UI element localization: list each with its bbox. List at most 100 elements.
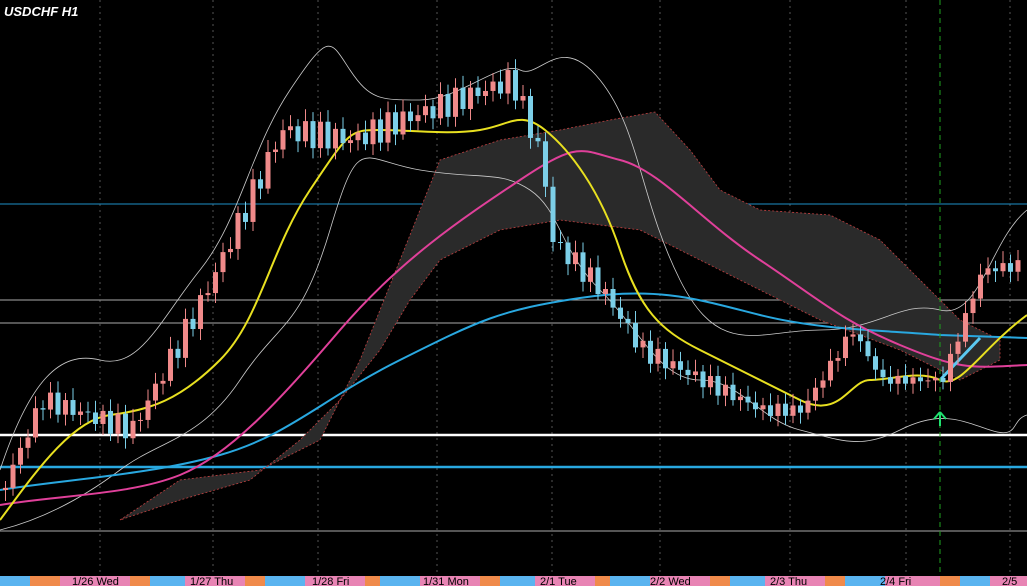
candle-body: [925, 380, 931, 382]
candle-body: [933, 377, 938, 381]
time-label: 2/3 Thu: [770, 576, 807, 586]
candle-body: [618, 307, 623, 319]
candle-body: [813, 387, 818, 401]
candle-body: [393, 112, 398, 135]
candle-body: [310, 121, 316, 149]
candle-body: [978, 274, 983, 299]
candle-body: [565, 242, 571, 265]
candle-body: [423, 106, 428, 116]
candle-body: [528, 96, 533, 138]
candle-body: [513, 70, 518, 101]
time-label: 2/4 Fri: [880, 576, 911, 586]
candle-body: [40, 408, 46, 410]
candle-body: [168, 348, 173, 381]
candle-body: [783, 403, 788, 416]
candle-body: [483, 90, 488, 96]
candle-body: [400, 111, 406, 135]
candle-body: [903, 375, 908, 384]
candle-body: [700, 371, 706, 388]
candle-body: [745, 396, 751, 403]
candle-body: [33, 408, 38, 438]
candle-body: [153, 383, 158, 401]
candle-body: [340, 128, 346, 144]
candle-body: [588, 267, 593, 282]
candle-body: [640, 340, 646, 348]
candle-body: [130, 420, 136, 439]
candle-body: [123, 413, 128, 439]
candle-body: [228, 248, 233, 253]
candle-body: [160, 380, 166, 384]
candle-body: [453, 87, 458, 117]
candle-body: [798, 405, 803, 413]
candle-body: [858, 334, 863, 342]
candle-body: [843, 336, 848, 359]
candle-body: [303, 121, 308, 142]
time-label: 1/26 Wed: [72, 576, 119, 586]
candle-body: [865, 341, 871, 357]
ichimoku-cloud: [119, 111, 1001, 521]
candle-body: [235, 212, 241, 249]
candle-body: [10, 464, 16, 488]
ma-mid-pink: [0, 150, 1027, 506]
candle-body: [348, 140, 353, 144]
candle-body: [1000, 263, 1006, 272]
candle-body: [1008, 263, 1013, 272]
candle-body: [948, 353, 953, 382]
candle-body: [115, 413, 121, 434]
candle-body: [468, 87, 473, 109]
candle-body: [63, 400, 68, 415]
candle-body: [415, 115, 421, 122]
candle-body: [280, 130, 286, 150]
candle-body: [363, 132, 368, 145]
candle-body: [385, 112, 391, 143]
candle-body: [775, 403, 781, 416]
candle-body: [370, 119, 376, 145]
candle-body: [175, 348, 181, 358]
candle-body: [3, 487, 8, 490]
candle-body: [888, 377, 893, 384]
candle-body: [850, 334, 856, 337]
candle-body: [505, 70, 511, 94]
candle-body: [663, 348, 668, 369]
candles: [3, 59, 1021, 501]
candle-body: [693, 371, 698, 376]
time-label: 2/1 Tue: [540, 576, 577, 586]
candle-body: [543, 141, 548, 187]
time-strip: [0, 576, 1027, 586]
candle-body: [835, 358, 841, 361]
candle-body: [580, 252, 586, 282]
candle-body: [880, 369, 886, 378]
candle-body: [258, 179, 263, 189]
candle-body: [895, 375, 901, 384]
candle-body: [250, 179, 256, 222]
candle-body: [550, 186, 556, 243]
candle-body: [265, 152, 271, 189]
candle-body: [760, 405, 766, 410]
candle-body: [820, 380, 826, 388]
candle-body: [355, 132, 361, 141]
candle-body: [100, 410, 106, 424]
candle-body: [145, 400, 151, 420]
candle-body: [93, 412, 98, 424]
candle-body: [55, 392, 61, 415]
candle-body: [828, 360, 833, 381]
candle-body: [790, 405, 796, 416]
candle-body: [108, 410, 113, 434]
candle-body: [595, 267, 601, 295]
candle-body: [633, 322, 638, 348]
candle-body: [670, 361, 676, 369]
candle-body: [183, 318, 188, 358]
candle-body: [430, 106, 436, 119]
candle-body: [25, 437, 31, 448]
time-label: 2/2 Wed: [650, 576, 691, 586]
candle-body: [213, 272, 218, 294]
candle-body: [85, 411, 91, 413]
candle-body: [1015, 260, 1021, 272]
candle-body: [573, 252, 578, 265]
candle-body: [273, 149, 278, 153]
candle-body: [603, 289, 608, 295]
candle-body: [535, 137, 541, 142]
trend-arrow-line: [938, 336, 982, 382]
candle-body: [610, 289, 616, 308]
